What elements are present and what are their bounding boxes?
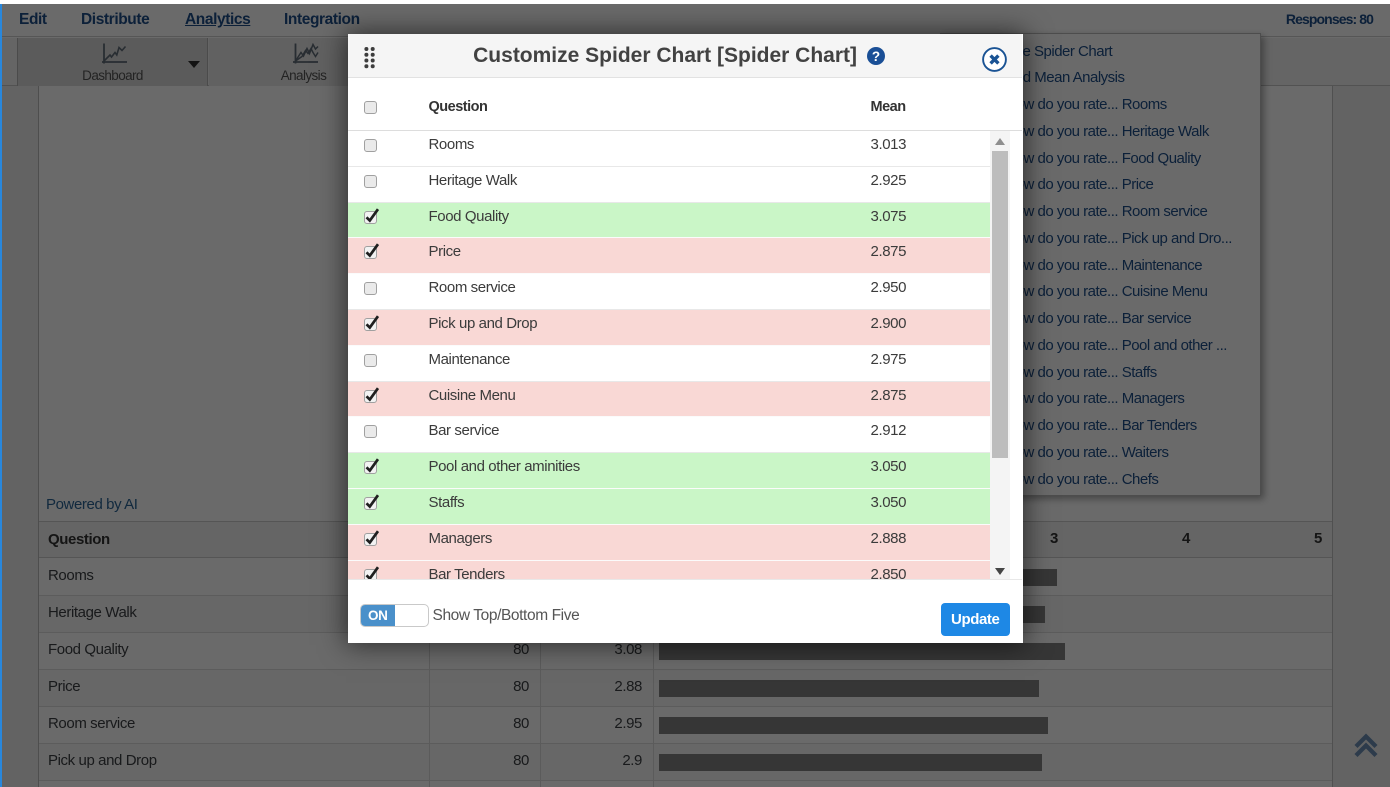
svg-text:?: ? (872, 49, 880, 64)
